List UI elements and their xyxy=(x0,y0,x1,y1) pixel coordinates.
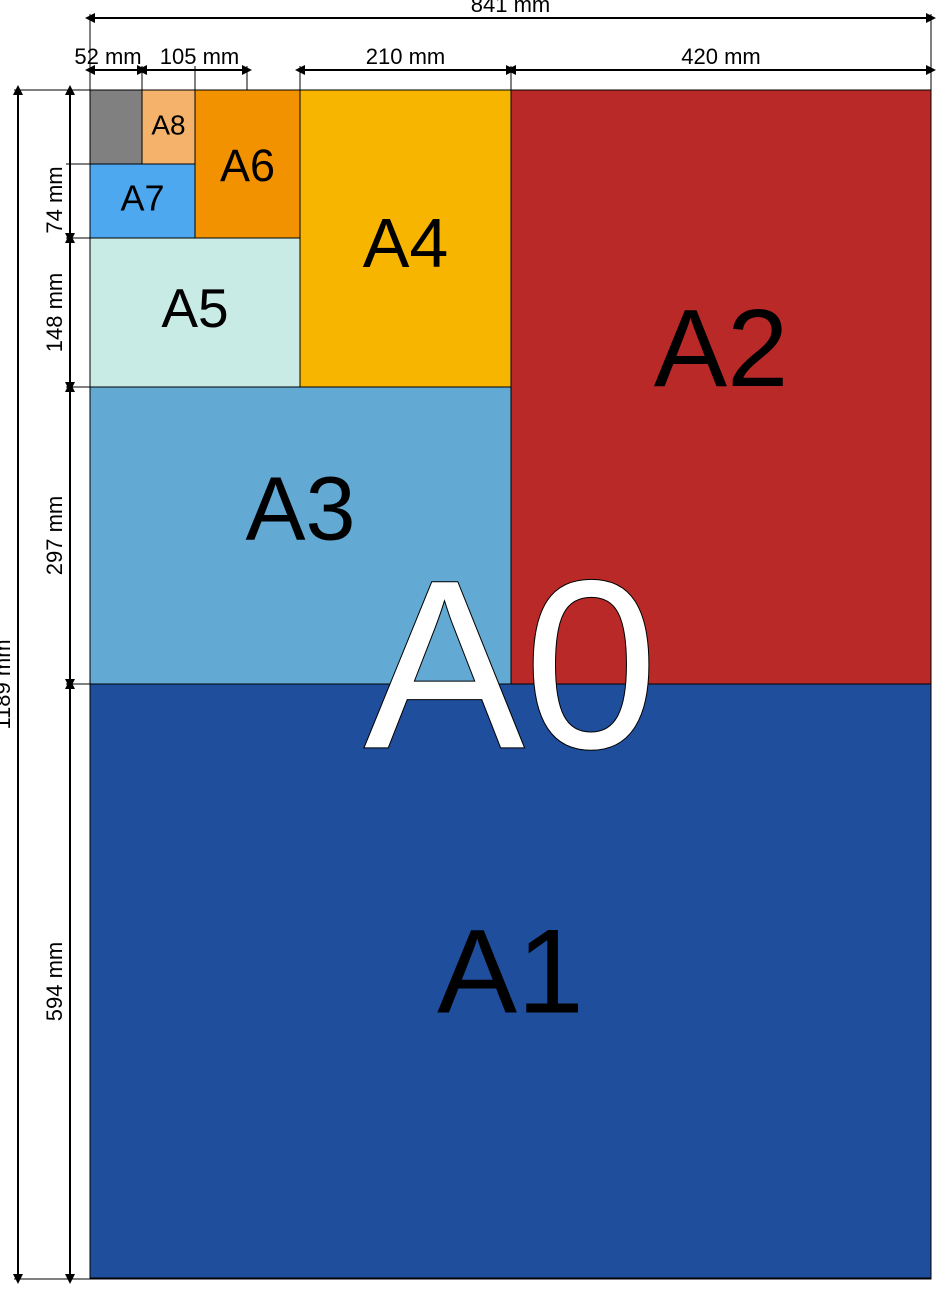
paper-label-a8: A8 xyxy=(151,109,185,140)
paper-a8: A8 xyxy=(142,90,195,164)
dim-label: 210 mm xyxy=(366,44,445,69)
dim-label: 148 mm xyxy=(42,273,67,352)
paper-a9 xyxy=(90,90,142,164)
paper-a5: A5 xyxy=(90,238,300,387)
paper-label-a2: A2 xyxy=(654,287,789,410)
dim-label: 841 mm xyxy=(471,0,550,17)
paper-label-a0: A0 xyxy=(364,530,658,798)
paper-a7: A7 xyxy=(90,164,195,238)
dim-label: 105 mm xyxy=(160,44,239,69)
dim-label: 420 mm xyxy=(681,44,760,69)
paper-label-a6: A6 xyxy=(220,140,275,191)
paper-label-a4: A4 xyxy=(363,204,449,282)
paper-label-a5: A5 xyxy=(161,277,228,339)
paper-label-a1: A1 xyxy=(437,905,584,1039)
dim-label: 594 mm xyxy=(42,942,67,1021)
paper-a6: A6 xyxy=(195,90,300,238)
dim-label: 297 mm xyxy=(42,496,67,575)
dim-label: 74 mm xyxy=(42,166,67,233)
paper-size-diagram: A1 A2 A3 A4 A5 A6 A7 A8 A0 841 mm 52 mm 105 mm 210 m… xyxy=(0,0,945,1290)
paper-label-a3: A3 xyxy=(245,459,355,559)
dim-label: 52 mm xyxy=(74,44,141,69)
paper-label-a7: A7 xyxy=(120,178,164,219)
paper-a4: A4 xyxy=(300,90,511,387)
dim-label: 1189 mm xyxy=(0,639,15,729)
